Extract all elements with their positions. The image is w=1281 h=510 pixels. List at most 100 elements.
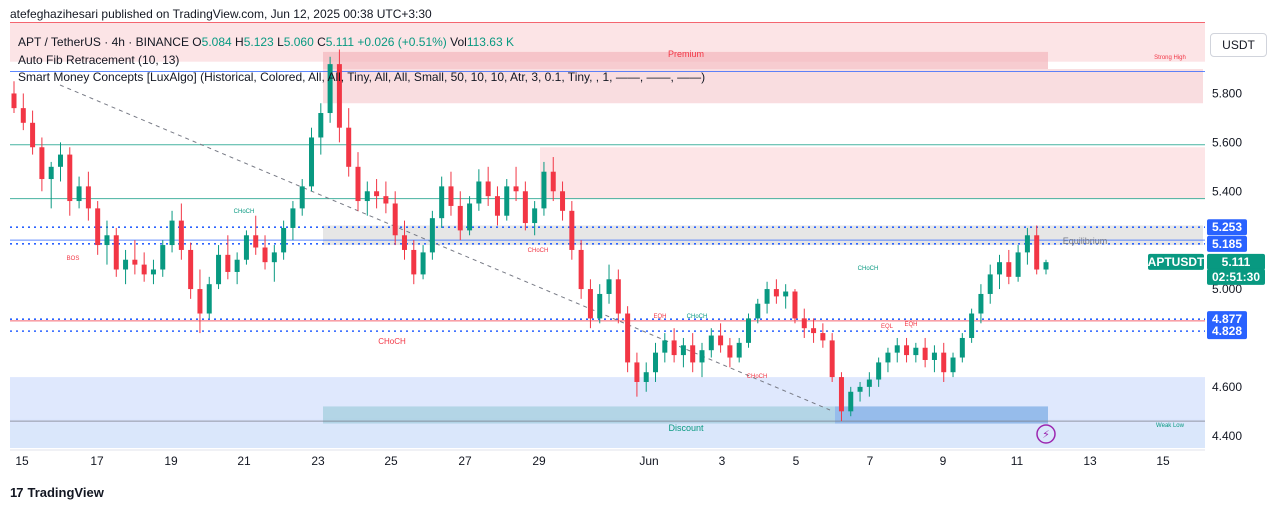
candle-body — [736, 342, 742, 358]
ohlc-legend: APT / TetherUS · 4h · BINANCE O5.084 H5.… — [18, 35, 514, 49]
lightning-icon-glyph: ⚡ — [1042, 428, 1050, 441]
candle-body — [39, 147, 45, 180]
x-tick-label: 21 — [237, 454, 251, 468]
candle-body — [141, 264, 147, 275]
candle-body — [569, 210, 575, 250]
candle-body — [885, 352, 891, 363]
tradingview-footer: 17 TradingView — [10, 485, 104, 500]
candle-body — [764, 289, 770, 304]
chart-annotation: Equilibrium — [1063, 236, 1108, 246]
chart-annotation: CHoCH — [234, 209, 255, 215]
candle-body — [848, 391, 854, 412]
candle-body — [643, 372, 649, 382]
candle-body — [76, 186, 82, 202]
currency-button[interactable]: USDT — [1210, 33, 1267, 57]
candle-body — [773, 289, 779, 297]
candle-body — [57, 154, 63, 167]
legend-o-label: O — [192, 35, 202, 49]
y-tick-label: 4.400 — [1212, 429, 1242, 443]
chart-annotation: CHoCH — [858, 266, 879, 272]
y-tick-label: 5.800 — [1212, 86, 1242, 100]
legend-high: 5.123 — [243, 35, 274, 49]
legend-open: 5.084 — [201, 35, 232, 49]
candle-body — [606, 279, 612, 294]
chart-annotation: EQH — [653, 314, 666, 320]
x-tick-label: 13 — [1083, 454, 1097, 468]
candle-body — [485, 181, 491, 197]
candle-body — [522, 191, 528, 224]
legend-low: 5.060 — [283, 35, 314, 49]
candle-body — [225, 254, 231, 272]
candle-body — [494, 196, 500, 216]
candle-body — [838, 377, 844, 412]
candle-body — [132, 259, 138, 265]
candle-body — [374, 191, 380, 197]
candle-body — [690, 345, 696, 363]
price-label-4877: 4.877 — [1212, 312, 1242, 326]
chart-annotation: CHoCH — [378, 337, 406, 346]
chart-annotation: Premium — [668, 49, 704, 59]
x-tick-label: 3 — [719, 454, 726, 468]
legend-change: +0.026 (+0.51%) — [357, 35, 447, 49]
indicator-smc-legend[interactable]: Smart Money Concepts [LuxAlgo] (Historic… — [18, 70, 706, 84]
price-label-5253-bg — [1207, 219, 1247, 236]
candle-body — [653, 352, 659, 373]
candle-body — [206, 284, 212, 314]
candle-body — [866, 379, 872, 387]
footer-brand: TradingView — [27, 485, 104, 500]
price-label-5185: 5.185 — [1212, 237, 1242, 251]
candle-body — [336, 64, 342, 128]
candle-body — [634, 362, 640, 382]
symbol-price-tag: APTUSDT — [1148, 255, 1205, 269]
candle-body — [913, 347, 919, 356]
supply-order-block — [323, 51, 1048, 70]
candle-body — [755, 303, 761, 319]
candle-body — [680, 345, 686, 356]
candle-body — [671, 340, 677, 356]
candle-body — [401, 235, 407, 250]
candle-body — [253, 235, 259, 248]
chart-annotation: EQL — [881, 324, 894, 330]
last-price-label: 5.111 — [1222, 255, 1251, 269]
candle-body — [262, 247, 268, 263]
candle-body — [309, 137, 315, 187]
candle-body — [615, 279, 621, 314]
candle-body — [30, 122, 36, 148]
candle-body — [11, 93, 17, 109]
candle-body — [476, 181, 482, 204]
price-label-5185-bg — [1207, 235, 1247, 252]
candle-body — [243, 235, 249, 260]
candle-body — [457, 205, 463, 231]
candle-body — [150, 269, 156, 275]
x-tick-label: 15 — [15, 454, 29, 468]
candle-body — [532, 208, 538, 224]
candle-body — [420, 252, 426, 275]
chart-annotation: CHoCH — [687, 314, 708, 320]
candle-body — [1006, 262, 1012, 277]
x-tick-label: Jun — [639, 454, 658, 468]
candle-body — [941, 352, 947, 373]
candle-body — [85, 186, 91, 209]
candle-body — [987, 274, 993, 294]
premium-fvg-zone — [540, 147, 1205, 199]
indicator-fib-legend[interactable]: Auto Fib Retracement (10, 13) — [18, 53, 180, 67]
supply-zone — [323, 69, 1203, 104]
legend-symbol[interactable]: APT / TetherUS · 4h · BINANCE — [18, 35, 189, 49]
candle-body — [1043, 262, 1049, 270]
candle-body — [560, 191, 566, 211]
candle-body — [346, 127, 352, 167]
candle-body — [439, 186, 445, 219]
candle-body — [876, 362, 882, 380]
x-tick-label: 15 — [1156, 454, 1170, 468]
candle-body — [978, 293, 984, 314]
chart-annotation: Strong High — [1154, 55, 1186, 61]
candle-body — [718, 335, 724, 346]
x-tick-label: 11 — [1011, 454, 1024, 468]
x-tick-label: 17 — [90, 454, 104, 468]
legend-c-label: C — [317, 35, 326, 49]
demand-order-block-2 — [835, 406, 1048, 424]
candle-body — [188, 249, 194, 290]
candle-body — [699, 350, 705, 363]
legend-l-label: L — [277, 35, 284, 49]
